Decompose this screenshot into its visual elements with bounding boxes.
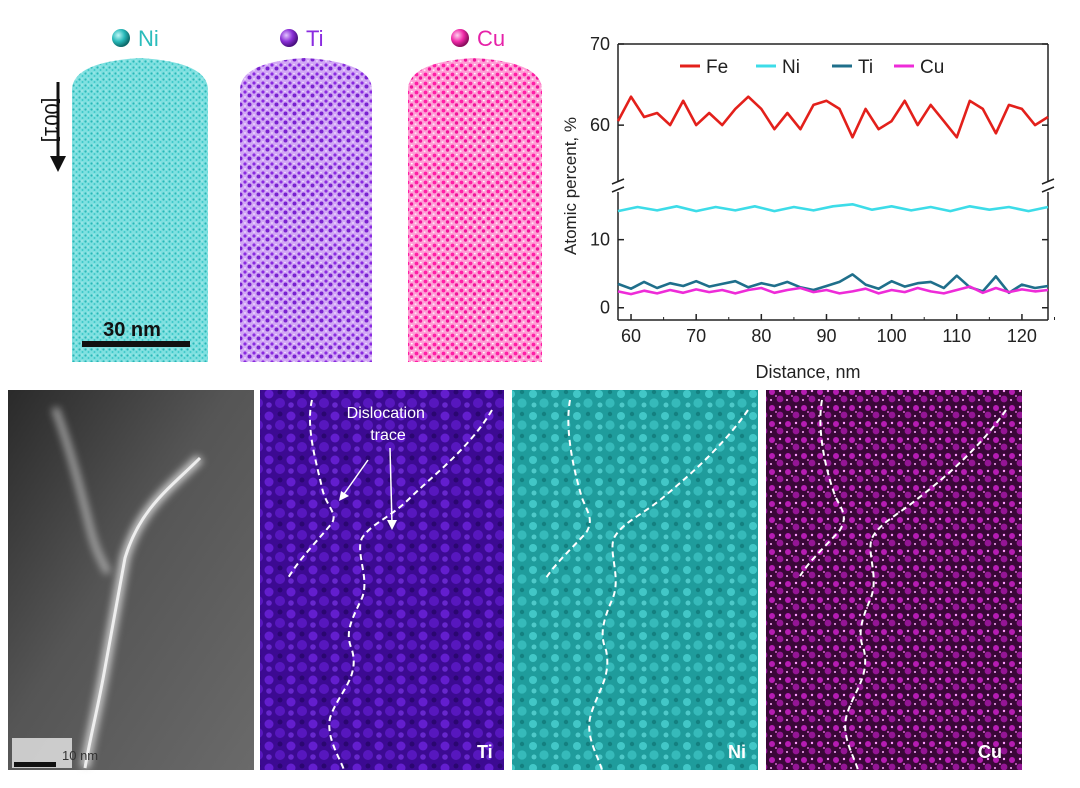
ni-eds-label: Ni <box>728 742 746 762</box>
cu-atom-map <box>408 58 542 362</box>
tem-row-svg: 10 nm Dislocation trace Ti Ni <box>8 390 1022 771</box>
x-tick-label: 120 <box>1007 326 1037 346</box>
dislocation-trace-right <box>844 409 1007 771</box>
ti-eds-label: Ti <box>477 742 493 762</box>
composition-chart: 60 70 80 90 100 110 120 60 70 0 10 Atomic percent,… <box>548 24 1080 386</box>
y-axis-title: Atomic percent, % <box>561 117 580 255</box>
cu-eds-label: Cu <box>978 742 1002 762</box>
scale-bar <box>82 341 190 347</box>
purple-sphere-icon <box>280 29 298 47</box>
cu-eds-map: Cu <box>766 390 1022 771</box>
legend-label-fe: Fe <box>706 57 728 78</box>
x-tick-label: 100 <box>877 326 907 346</box>
legend-label-cu: Cu <box>920 57 944 78</box>
axis-break-mark <box>611 178 625 185</box>
x-tick-label: 90 <box>816 326 836 346</box>
x-tick-label: 80 <box>751 326 771 346</box>
annotation-pointer-left <box>343 459 369 495</box>
axis-break-mark <box>1041 178 1055 185</box>
dislocation-trace-right <box>328 409 493 771</box>
series-line-ti <box>617 273 1049 295</box>
x-tick-label: 70 <box>686 326 706 346</box>
ti-map-label: Ti <box>306 26 324 51</box>
cyan-sphere-icon <box>112 29 130 47</box>
y-tick-label: 60 <box>590 115 610 135</box>
legend-label-ni: Ni <box>782 57 800 78</box>
dislocation-trace-left <box>287 399 335 579</box>
dislocation-trace-left <box>545 399 591 579</box>
tem-scale-bar <box>14 762 56 767</box>
ti-atom-map <box>240 58 372 362</box>
composition-chart-svg: 60 70 80 90 100 110 120 60 70 0 10 Atomic percent,… <box>561 34 1056 382</box>
ni-eds-map: Ni <box>512 390 758 771</box>
atom-probe-panel: Ni Ti Cu [001] 30 nm <box>0 0 560 385</box>
tem-scale-bar-label: 10 nm <box>62 748 98 763</box>
x-tick-label: 110 <box>942 326 971 346</box>
y-tick-label: 10 <box>590 230 610 250</box>
chart-legend: Fe Ni Ti Cu <box>680 57 944 78</box>
tem-image: 10 nm <box>8 390 254 770</box>
ni-map-label: Ni <box>138 26 159 51</box>
annotation-pointer-right <box>389 447 393 525</box>
dislocation-annotation: Dislocation trace <box>347 405 430 444</box>
axis-break-mark <box>611 186 625 193</box>
x-axis-title: Distance, nm <box>755 362 860 382</box>
atom-probe-svg: Ni Ti Cu [001] 30 nm <box>40 26 542 362</box>
direction-label: [001] <box>40 98 62 142</box>
cu-map-label: Cu <box>477 26 505 51</box>
x-tick-label: 60 <box>621 326 641 346</box>
legend-label-ti: Ti <box>858 57 873 78</box>
series-line-cu <box>617 285 1049 296</box>
ti-eds-map: Dislocation trace Ti <box>260 390 504 771</box>
tem-row: 10 nm Dislocation trace Ti Ni <box>0 388 1080 778</box>
ni-atom-map <box>72 58 208 362</box>
series-line-ni <box>617 203 1049 213</box>
arrow-down-icon <box>50 156 66 172</box>
axis-break-mark <box>1041 186 1055 193</box>
y-tick-label: 0 <box>600 298 610 318</box>
dislocation-trace-left <box>799 399 845 577</box>
dislocation-trace-right <box>588 409 749 771</box>
y-tick-label: 70 <box>590 34 610 54</box>
scale-bar-label: 30 nm <box>103 319 161 341</box>
series-line-fe <box>616 95 1049 139</box>
magenta-sphere-icon <box>451 29 469 47</box>
